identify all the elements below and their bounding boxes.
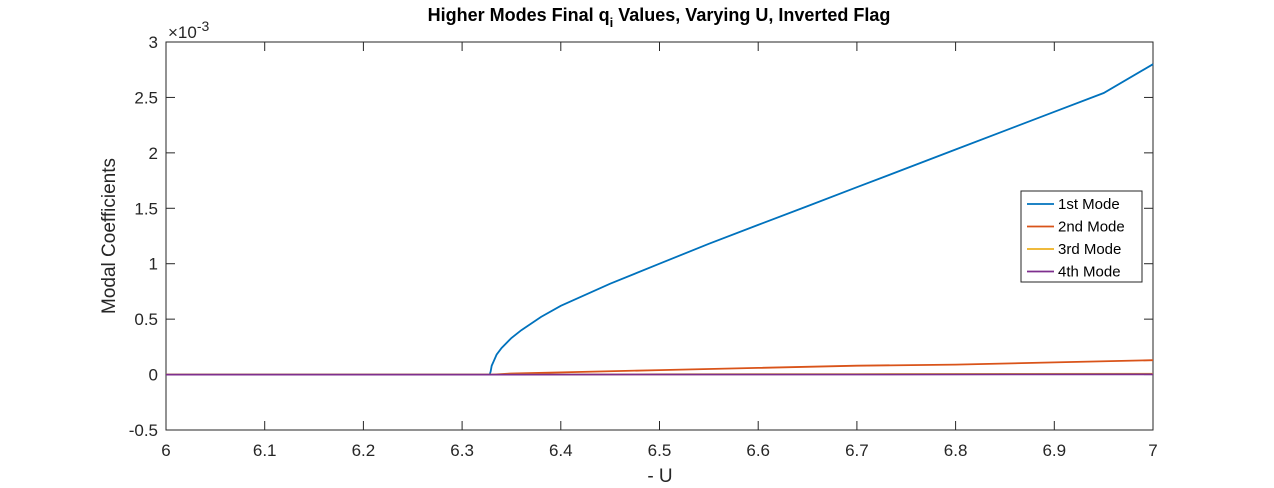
y-tick-label: 1.5 — [134, 199, 158, 218]
x-tick-label: 6 — [161, 441, 170, 460]
x-tick-label: 6.1 — [253, 441, 277, 460]
chart-title: Higher Modes Final qi Values, Varying U,… — [428, 5, 891, 30]
y-axis-exponent: ×10-3 — [168, 18, 210, 42]
x-tick-label: 6.5 — [648, 441, 672, 460]
x-tick-label: 6.4 — [549, 441, 573, 460]
legend-label-1st-mode: 1st Mode — [1058, 196, 1120, 213]
x-tick-label: 7 — [1148, 441, 1157, 460]
y-tick-label: 3 — [149, 33, 158, 52]
x-axis-label: - U — [647, 466, 672, 487]
y-tick-label: 2.5 — [134, 88, 158, 107]
x-tick-label: 6.7 — [845, 441, 869, 460]
chart-title-subscript: i — [610, 15, 614, 30]
legend: 1st Mode 2nd Mode 3rd Mode 4th Mode — [1020, 190, 1143, 283]
plot-area — [165, 41, 1154, 431]
y-axis-exponent-base: ×10 — [168, 23, 197, 42]
x-tick-label: 6.9 — [1042, 441, 1066, 460]
y-tick-label: 0 — [149, 366, 158, 385]
series-lines — [166, 63, 1154, 376]
y-tick-label: -0.5 — [129, 421, 158, 440]
x-tick-label: 6.2 — [352, 441, 376, 460]
y-tick-label: 1 — [149, 255, 158, 274]
axis-tick-labels: 6 6.1 6.2 6.3 6.4 6.5 6.6 6.7 6.8 6.9 7 -0.5 0 0.5 1 1.… — [129, 33, 1158, 460]
legend-box — [1020, 190, 1143, 283]
y-axis-label: Modal Coefficients — [99, 158, 120, 314]
chart-title-rest: Values, Varying U, Inverted Flag — [613, 5, 890, 25]
legend-label-3rd-mode: 3rd Mode — [1058, 241, 1121, 258]
legend-label-4th-mode: 4th Mode — [1058, 264, 1121, 281]
y-tick-label: 0.5 — [134, 310, 158, 329]
chart-title-main: Higher Modes Final q — [428, 5, 610, 25]
legend-label-2nd-mode: 2nd Mode — [1058, 219, 1125, 236]
x-tick-label: 6.8 — [944, 441, 968, 460]
x-tick-label: 6.6 — [746, 441, 770, 460]
x-tick-label: 6.3 — [450, 441, 474, 460]
y-axis-exponent-power: -3 — [197, 18, 210, 34]
y-tick-label: 2 — [149, 144, 158, 163]
